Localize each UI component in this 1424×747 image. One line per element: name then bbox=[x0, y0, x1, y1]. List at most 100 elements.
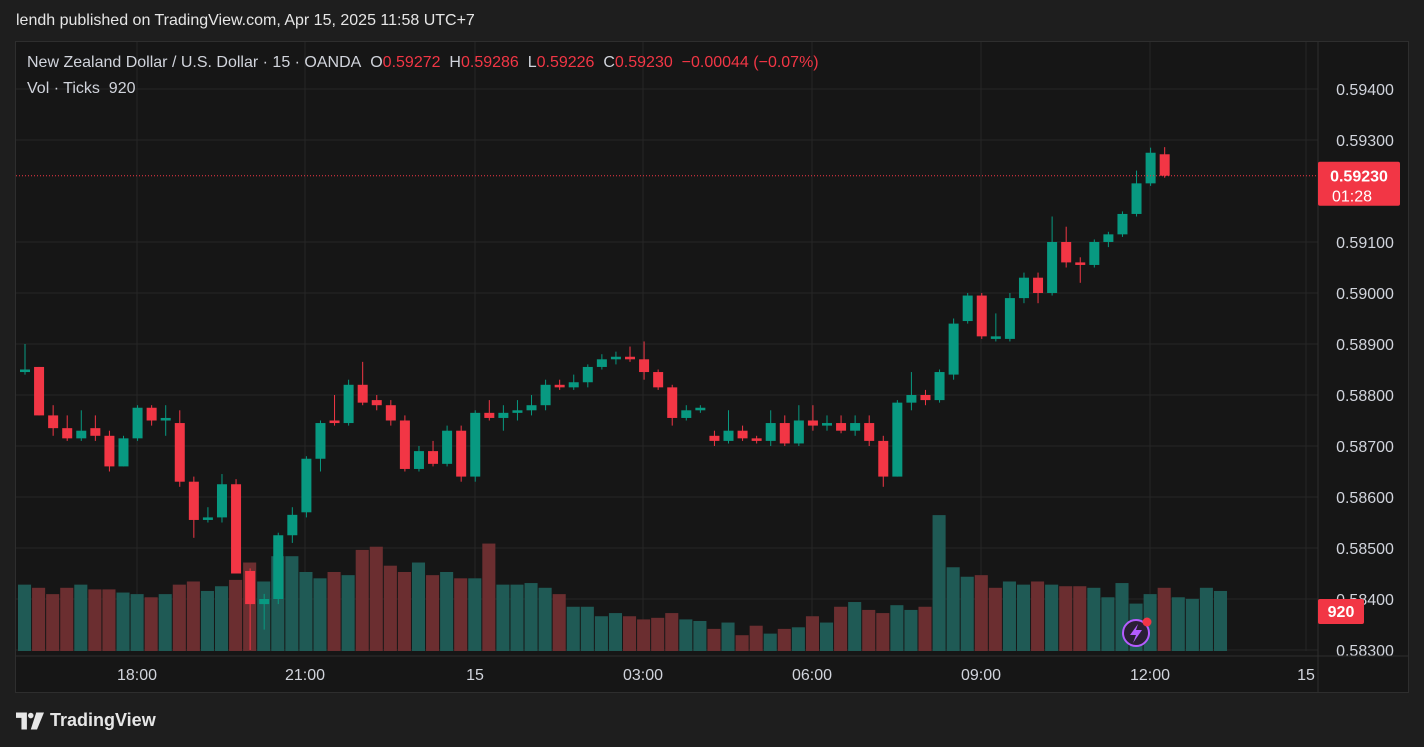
y-tick-label: 0.58900 bbox=[1336, 337, 1394, 354]
volume-bar bbox=[637, 619, 651, 651]
candle-body bbox=[259, 599, 270, 605]
bar-countdown-label: 01:28 bbox=[1332, 189, 1372, 206]
volume-bar bbox=[791, 627, 805, 651]
volume-bar bbox=[1171, 597, 1185, 651]
volume-bar bbox=[805, 616, 819, 651]
volume-bar bbox=[749, 625, 763, 651]
candle-body bbox=[287, 514, 298, 536]
tradingview-brand[interactable]: TradingView bbox=[16, 710, 156, 731]
volume-bar bbox=[369, 546, 383, 651]
volume-bar bbox=[468, 578, 482, 651]
candle-body bbox=[343, 384, 354, 424]
last-price-label: 0.59230 bbox=[1330, 169, 1388, 186]
candle-body bbox=[188, 481, 199, 520]
volume-bar bbox=[482, 543, 496, 651]
volume-bar bbox=[1087, 587, 1101, 651]
candle-body bbox=[484, 412, 495, 418]
grid-lines bbox=[16, 42, 1318, 651]
volume-bar bbox=[721, 622, 735, 651]
volume-bar bbox=[608, 613, 623, 651]
volume-bar bbox=[510, 584, 524, 651]
y-tick-label: 0.58800 bbox=[1336, 388, 1394, 405]
candle-body bbox=[1004, 298, 1015, 339]
candle-body bbox=[1089, 242, 1100, 265]
close-value: 0.59230 bbox=[614, 54, 673, 71]
candle-body bbox=[329, 420, 340, 424]
volume-bar bbox=[411, 562, 426, 651]
volume-bar bbox=[341, 575, 355, 651]
volume-bar bbox=[158, 594, 172, 651]
volume-bar bbox=[763, 633, 777, 651]
volume-bar bbox=[1073, 586, 1087, 651]
volume-label[interactable]: Vol · Ticks bbox=[27, 80, 100, 97]
candle-body bbox=[1047, 242, 1058, 293]
volume-bar bbox=[496, 584, 510, 651]
candle-body bbox=[413, 451, 424, 469]
candle-body bbox=[118, 438, 129, 467]
candle-body bbox=[793, 420, 804, 444]
x-tick-label: 15 bbox=[1297, 667, 1315, 684]
volume-bar bbox=[397, 572, 411, 651]
candle-body bbox=[202, 517, 213, 520]
candle-body bbox=[1159, 154, 1170, 176]
x-tick-label: 15 bbox=[466, 667, 484, 684]
candle-body bbox=[681, 410, 692, 418]
x-tick-label: 12:00 bbox=[1130, 667, 1170, 684]
volume-bar bbox=[848, 602, 862, 651]
volume-bar bbox=[538, 587, 552, 651]
volume-bar bbox=[327, 572, 341, 651]
volume-bar bbox=[186, 581, 200, 651]
volume-bar bbox=[988, 587, 1002, 651]
volume-bar bbox=[214, 586, 229, 651]
last-price-badge bbox=[1318, 161, 1400, 206]
volume-bar bbox=[1157, 587, 1171, 651]
y-tick-label: 0.58700 bbox=[1336, 439, 1394, 456]
volume-bar bbox=[355, 549, 369, 651]
y-tick-label: 0.58300 bbox=[1336, 643, 1394, 660]
volume-bar bbox=[229, 579, 243, 651]
candle-body bbox=[160, 417, 171, 421]
candle-body bbox=[821, 423, 832, 426]
volume-bar bbox=[1002, 581, 1016, 651]
volume-bar bbox=[932, 515, 946, 651]
candle-body bbox=[146, 407, 157, 421]
volume-bar bbox=[960, 576, 974, 651]
candle-body bbox=[723, 430, 734, 441]
symbol-title[interactable]: New Zealand Dollar / U.S. Dollar · 15 · … bbox=[27, 54, 362, 71]
candle-body bbox=[850, 423, 861, 431]
candlestick-chart[interactable]: 0.59400 0.59300 0.59100 0.59000 0.58900 0.588… bbox=[0, 0, 1424, 700]
axes: 0.59400 0.59300 0.59100 0.59000 0.58900 0.588… bbox=[16, 42, 1408, 692]
volume-bar bbox=[651, 617, 665, 651]
volume-bar bbox=[32, 587, 46, 651]
candle-body bbox=[779, 423, 790, 444]
volume-bar bbox=[172, 584, 186, 651]
candle-body bbox=[934, 372, 945, 401]
volume-bar bbox=[299, 572, 313, 651]
volume-bar bbox=[454, 578, 468, 651]
candle-body bbox=[174, 423, 185, 482]
candle-body bbox=[1145, 152, 1156, 184]
volume-bar bbox=[623, 616, 637, 651]
volume-bar bbox=[1213, 590, 1228, 651]
lightning-icon[interactable] bbox=[1122, 617, 1152, 647]
y-tick-label: 0.59300 bbox=[1336, 133, 1394, 150]
high-value: 0.59286 bbox=[460, 54, 519, 71]
volume-bar bbox=[1016, 584, 1031, 651]
candle-body bbox=[1075, 262, 1086, 265]
candle-body bbox=[667, 387, 678, 418]
volume-bar bbox=[116, 592, 130, 651]
volume-bar bbox=[876, 613, 890, 651]
y-tick-label: 0.58500 bbox=[1336, 541, 1394, 558]
open-value: 0.59272 bbox=[382, 54, 441, 71]
candle-body bbox=[737, 430, 748, 439]
volume-bar bbox=[46, 594, 60, 651]
volume-bar bbox=[426, 575, 440, 651]
volume-bar bbox=[524, 583, 538, 651]
volume-bar bbox=[566, 606, 580, 651]
volume-bar bbox=[580, 606, 594, 651]
candle-body bbox=[357, 384, 368, 403]
candle-body bbox=[385, 405, 396, 421]
candle-body bbox=[1103, 234, 1114, 242]
volume-value: 920 bbox=[108, 80, 136, 97]
volume-bar bbox=[594, 616, 608, 651]
